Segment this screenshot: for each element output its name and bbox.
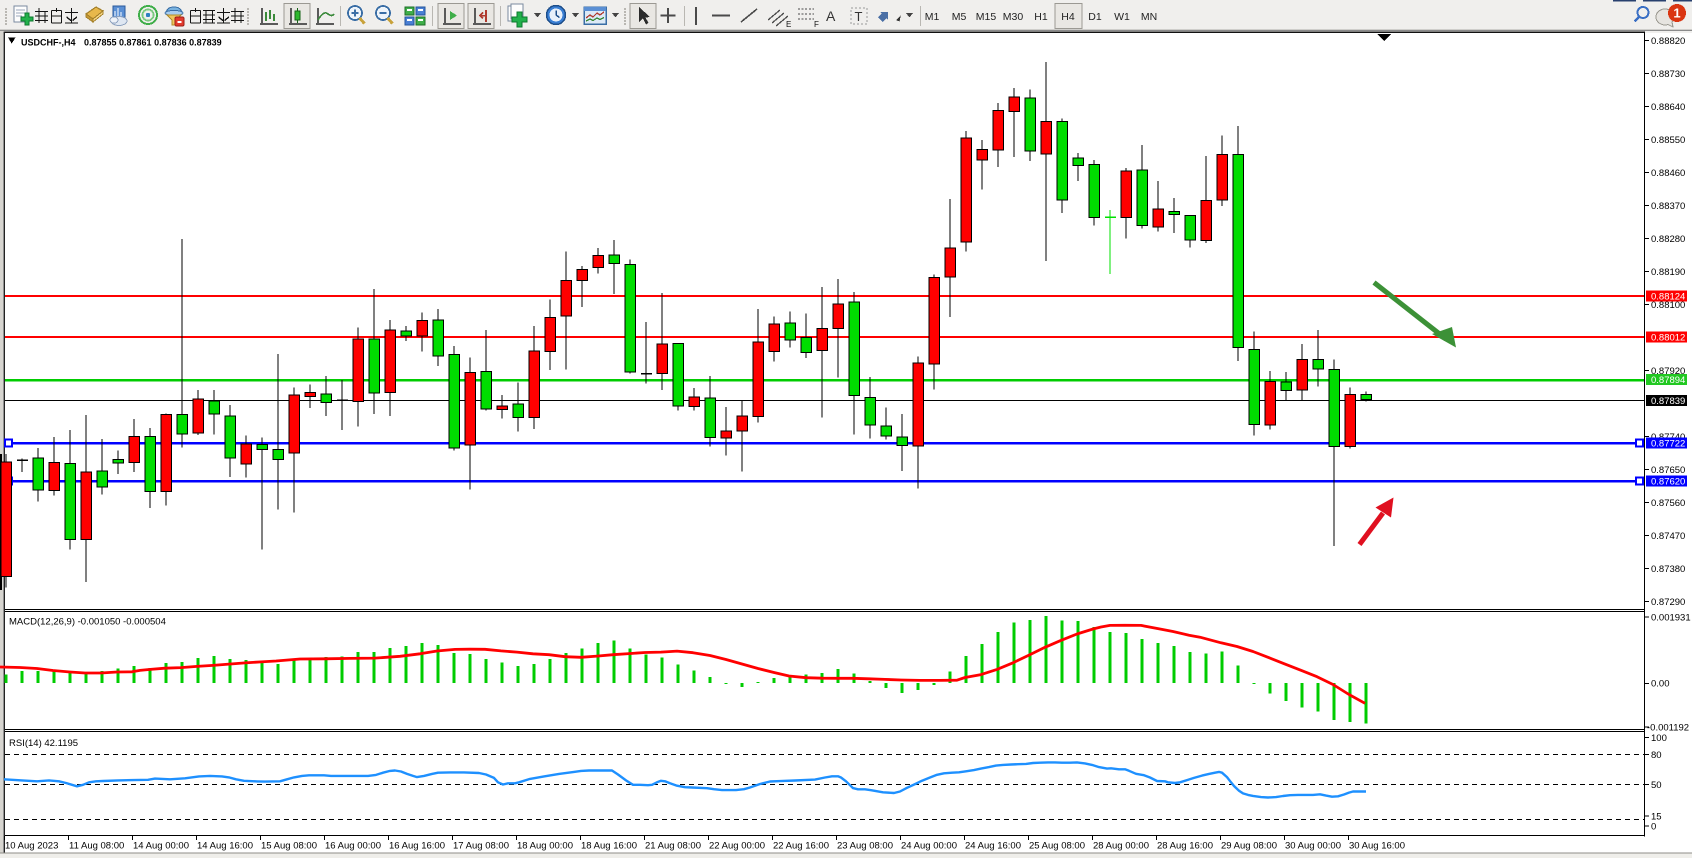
svg-text:H4: H4 [1061,11,1075,23]
svg-text:0.00: 0.00 [1651,679,1670,690]
svg-text:F: F [814,20,819,29]
svg-text:24 Aug 00:00: 24 Aug 00:00 [901,841,957,852]
svg-text:1: 1 [1673,6,1680,21]
svg-text:16 Aug 00:00: 16 Aug 00:00 [325,841,381,852]
svg-text:18 Aug 16:00: 18 Aug 16:00 [581,841,637,852]
svg-text:50: 50 [1651,780,1662,791]
svg-text:0.87620: 0.87620 [1651,477,1685,488]
svg-text:0.88550: 0.88550 [1651,135,1685,146]
svg-text:0.87290: 0.87290 [1651,597,1685,608]
svg-text:0.87722: 0.87722 [1651,439,1685,450]
svg-text:0.87920: 0.87920 [1651,366,1685,377]
svg-text:30 Aug 00:00: 30 Aug 00:00 [1285,841,1341,852]
svg-text:28 Aug 00:00: 28 Aug 00:00 [1093,841,1149,852]
svg-text:18 Aug 00:00: 18 Aug 00:00 [517,841,573,852]
svg-text:10 Aug 2023: 10 Aug 2023 [5,841,58,852]
svg-text:0.88190: 0.88190 [1651,267,1685,278]
svg-text:0.87855 0.87861 0.87836 0.8783: 0.87855 0.87861 0.87836 0.87839 [84,38,222,48]
svg-text:H1: H1 [1034,11,1048,23]
svg-text:E: E [786,20,791,29]
svg-text:0.87560: 0.87560 [1651,498,1685,509]
svg-text:0.87380: 0.87380 [1651,564,1685,575]
svg-text:M5: M5 [952,11,967,23]
svg-text:W1: W1 [1114,11,1130,23]
svg-text:0.88280: 0.88280 [1651,234,1685,245]
svg-text:24 Aug 16:00: 24 Aug 16:00 [965,841,1021,852]
svg-text:USDCHF-,H4: USDCHF-,H4 [21,38,76,48]
svg-text:0: 0 [1651,822,1656,833]
svg-text:MN: MN [1141,11,1157,23]
svg-text:0.88370: 0.88370 [1651,201,1685,212]
svg-text:29 Aug 08:00: 29 Aug 08:00 [1221,841,1277,852]
svg-text:T: T [855,9,863,24]
svg-text:0.87839: 0.87839 [1651,396,1685,407]
svg-text:0.88012: 0.88012 [1651,333,1685,344]
svg-text:14 Aug 00:00: 14 Aug 00:00 [133,841,189,852]
svg-text:A: A [826,8,836,24]
svg-text:22 Aug 16:00: 22 Aug 16:00 [773,841,829,852]
svg-text:-0.001192: -0.001192 [1647,723,1689,734]
svg-text:22 Aug 00:00: 22 Aug 00:00 [709,841,765,852]
svg-text:RSI(14) 42.1195: RSI(14) 42.1195 [9,738,78,749]
svg-text:M30: M30 [1003,11,1024,23]
svg-text:M1: M1 [925,11,940,23]
svg-text:0.88460: 0.88460 [1651,168,1685,179]
svg-text:23 Aug 08:00: 23 Aug 08:00 [837,841,893,852]
svg-text:21 Aug 08:00: 21 Aug 08:00 [645,841,701,852]
svg-text:D1: D1 [1088,11,1102,23]
svg-text:30 Aug 16:00: 30 Aug 16:00 [1349,841,1405,852]
svg-text:0.88730: 0.88730 [1651,69,1685,80]
svg-text:M15: M15 [976,11,997,23]
svg-text:15: 15 [1651,812,1662,823]
svg-text:0.88820: 0.88820 [1651,36,1685,47]
svg-text:0.88100: 0.88100 [1651,300,1685,311]
svg-text:17 Aug 08:00: 17 Aug 08:00 [453,841,509,852]
svg-text:0.88124: 0.88124 [1651,292,1685,303]
svg-text:80: 80 [1651,750,1662,761]
svg-text:0.88640: 0.88640 [1651,102,1685,113]
svg-text:0.87470: 0.87470 [1651,531,1685,542]
svg-text:MACD(12,26,9) -0.001050 -0.000: MACD(12,26,9) -0.001050 -0.000504 [9,617,166,628]
svg-text:14 Aug 16:00: 14 Aug 16:00 [197,841,253,852]
svg-text:100: 100 [1651,733,1667,744]
svg-text:0.87650: 0.87650 [1651,465,1685,476]
svg-text:25 Aug 08:00: 25 Aug 08:00 [1029,841,1085,852]
svg-text:28 Aug 16:00: 28 Aug 16:00 [1157,841,1213,852]
svg-text:16 Aug 16:00: 16 Aug 16:00 [389,841,445,852]
svg-text:15 Aug 08:00: 15 Aug 08:00 [261,841,317,852]
svg-text:0.87894: 0.87894 [1651,375,1685,386]
svg-text:0.001931: 0.001931 [1651,613,1691,624]
svg-text:11 Aug 08:00: 11 Aug 08:00 [69,841,124,852]
